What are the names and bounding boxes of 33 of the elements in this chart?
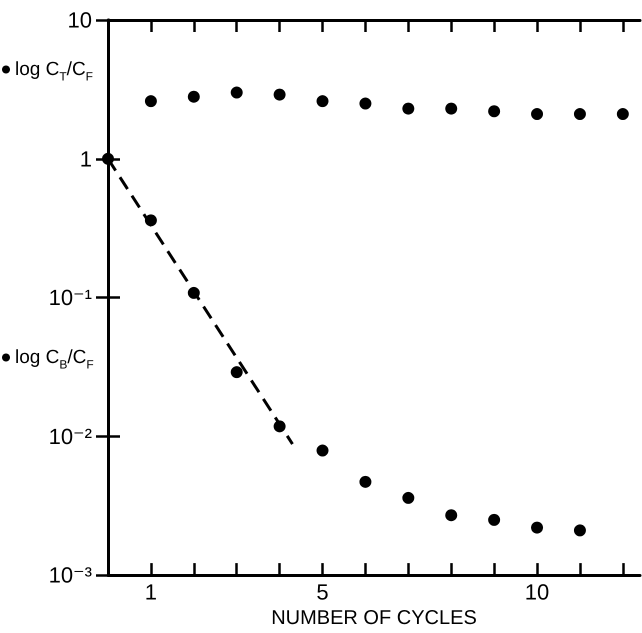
point bbox=[402, 102, 414, 115]
point bbox=[144, 95, 157, 108]
point bbox=[230, 366, 243, 378]
point bbox=[402, 492, 414, 504]
point bbox=[488, 105, 500, 118]
point bbox=[188, 286, 200, 299]
point bbox=[488, 514, 500, 526]
point bbox=[359, 476, 372, 488]
point bbox=[144, 214, 157, 226]
y-tick-label: 1 bbox=[80, 146, 92, 172]
x-tick-label: 1 bbox=[144, 580, 158, 605]
point bbox=[274, 420, 286, 432]
point bbox=[274, 88, 286, 101]
point bbox=[531, 522, 544, 534]
point bbox=[574, 108, 586, 120]
y-tick-label: 10⁻³ bbox=[48, 562, 92, 588]
y-tick-label: 10⁻¹ bbox=[48, 285, 92, 310]
point bbox=[574, 524, 586, 536]
point bbox=[359, 98, 372, 110]
point bbox=[188, 90, 200, 103]
x-tick-label: 10 bbox=[524, 580, 550, 605]
point bbox=[230, 86, 243, 99]
point bbox=[616, 108, 629, 120]
point bbox=[445, 509, 458, 522]
point bbox=[445, 102, 458, 115]
point bbox=[531, 108, 544, 120]
y-tick-label: 10 bbox=[68, 8, 92, 32]
point bbox=[316, 444, 329, 457]
point bbox=[316, 95, 329, 108]
y-tick-label: 10⁻² bbox=[48, 424, 92, 449]
x-axis-title: NUMBER OF CYCLES bbox=[271, 607, 477, 629]
x-tick-label: 5 bbox=[316, 580, 329, 605]
point bbox=[102, 152, 114, 165]
